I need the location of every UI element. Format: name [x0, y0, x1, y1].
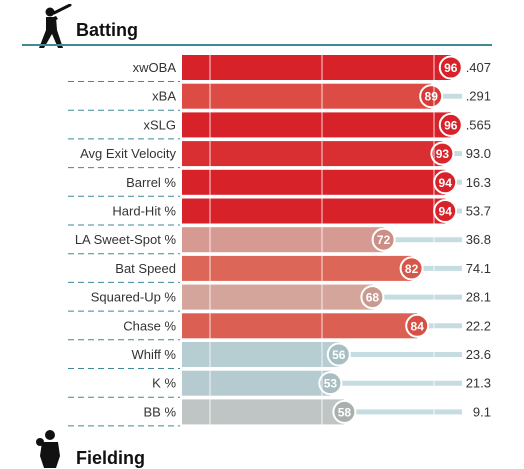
percentile-label: 84	[411, 319, 425, 333]
metric-value: .407	[466, 60, 491, 75]
metric-value: 93.0	[466, 146, 491, 161]
percentile-circle	[360, 285, 385, 310]
metric-label: Hard-Hit %	[112, 204, 176, 219]
percentile-label: 58	[338, 405, 352, 419]
percentile-circle	[438, 55, 463, 80]
metric-label: LA Sweet-Spot %	[75, 232, 177, 247]
metric-label: Avg Exit Velocity	[80, 146, 176, 161]
batter-icon	[39, 4, 72, 48]
percentile-circle	[326, 342, 351, 367]
batting-section-header: Batting	[22, 4, 492, 48]
metric-label: xwOBA	[133, 60, 177, 75]
percentile-label: 53	[324, 377, 338, 391]
percentile-circle	[430, 141, 455, 166]
percentile-circle	[332, 399, 357, 424]
percentile-bar	[182, 169, 446, 195]
percentile-label: 94	[439, 205, 453, 219]
section-divider	[22, 44, 492, 46]
percentile-circle	[318, 371, 343, 396]
metric-label: Squared-Up %	[91, 290, 177, 305]
metric-label: Chase %	[123, 318, 176, 333]
percentile-bar	[182, 313, 418, 339]
percentile-circle	[405, 313, 430, 338]
section-title-batting: Batting	[76, 20, 138, 40]
fielder-icon	[36, 430, 60, 468]
percentile-label: 93	[436, 147, 450, 161]
percentile-label: 56	[332, 348, 346, 362]
percentile-bar	[182, 255, 412, 281]
metric-label: Barrel %	[126, 175, 176, 190]
metric-value: 21.3	[466, 376, 491, 391]
percentile-label: 96	[444, 61, 458, 75]
percentile-bar-chart: 96 xwOBA .407 89 xBA .291 96 xSLG .565 93 Avg Exit…	[68, 50, 491, 427]
percentile-bar	[182, 399, 345, 425]
metric-label: xSLG	[143, 117, 176, 132]
percentile-bar	[182, 198, 446, 224]
percentile-bar	[182, 370, 331, 396]
percentile-label: 82	[405, 262, 419, 276]
metric-value: 74.1	[466, 261, 491, 276]
percentile-circle	[399, 256, 424, 281]
percentile-circle	[371, 227, 396, 252]
percentile-circle	[419, 84, 444, 109]
metric-label: xBA	[152, 89, 176, 104]
metric-value: 36.8	[466, 232, 491, 247]
percentile-bar	[182, 342, 339, 367]
percentile-bar	[182, 141, 443, 167]
metric-value: 9.1	[473, 404, 491, 419]
percentile-label: 94	[439, 176, 453, 190]
metric-value: 28.1	[466, 290, 491, 305]
metric-value: 22.2	[466, 318, 491, 333]
metric-label: BB %	[143, 404, 176, 419]
percentile-circle	[438, 112, 463, 137]
percentile-bar	[182, 55, 451, 80]
metric-label: Whiff %	[131, 347, 176, 362]
percentile-bar	[182, 284, 373, 310]
fielding-section-header: Fielding	[22, 428, 492, 468]
metric-value: .291	[466, 89, 491, 104]
percentile-label: 89	[425, 90, 439, 104]
percentile-bar	[182, 112, 451, 138]
metric-value: 16.3	[466, 175, 491, 190]
percentile-bar	[182, 83, 432, 109]
metric-value: 23.6	[466, 347, 491, 362]
metric-label: K %	[152, 376, 176, 391]
percentile-bar	[182, 227, 384, 253]
percentile-label: 68	[366, 291, 380, 305]
percentile-label: 96	[444, 118, 458, 132]
metric-value: 53.7	[466, 204, 491, 219]
metric-label: Bat Speed	[115, 261, 176, 276]
metric-value: .565	[466, 117, 491, 132]
percentile-label: 72	[377, 233, 391, 247]
